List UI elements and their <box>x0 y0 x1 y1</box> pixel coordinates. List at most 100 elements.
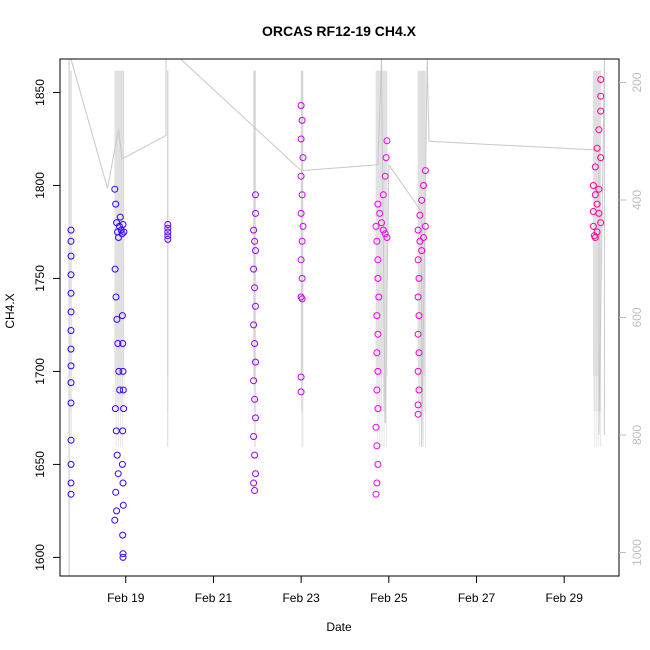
data-point <box>373 237 381 245</box>
data-point <box>67 289 75 297</box>
data-point <box>414 293 422 301</box>
right-tick-label: 800 <box>630 425 644 445</box>
data-point <box>67 345 75 353</box>
data-point <box>119 479 127 487</box>
data-point <box>119 531 127 539</box>
data-point <box>383 234 391 241</box>
data-point <box>418 247 426 255</box>
data-point <box>297 102 305 109</box>
data-point <box>597 107 605 115</box>
data-point <box>414 367 422 375</box>
data-point <box>593 144 601 152</box>
data-point <box>67 237 75 245</box>
data-point <box>378 219 385 227</box>
data-point <box>251 237 259 245</box>
data-point <box>415 274 423 282</box>
data-point <box>298 274 306 282</box>
data-point <box>67 226 75 234</box>
data-point <box>381 230 389 238</box>
data-point <box>111 265 119 273</box>
data-point <box>114 470 122 478</box>
x-tick-label: Feb 21 <box>195 591 233 605</box>
plot-frame <box>59 58 620 577</box>
data-point <box>250 265 258 273</box>
data-point <box>67 362 75 370</box>
data-point <box>420 234 427 241</box>
plot-area <box>67 59 605 576</box>
y-tick-label: 1800 <box>33 172 47 199</box>
data-point <box>250 433 258 440</box>
data-point <box>374 256 382 264</box>
x-tick-label: Feb 25 <box>370 591 408 605</box>
data-point <box>119 221 127 228</box>
data-point <box>116 386 124 394</box>
data-point <box>67 490 75 498</box>
data-point <box>297 388 305 396</box>
data-point <box>119 340 127 347</box>
x-tick-label: Feb 29 <box>546 591 584 605</box>
data-point <box>373 312 381 320</box>
data-point <box>374 405 382 413</box>
data-point <box>252 358 259 366</box>
data-point <box>252 247 259 255</box>
series-RF15 <box>250 191 259 494</box>
data-point <box>252 414 259 422</box>
data-point <box>414 401 422 409</box>
right-tick-label: 1000 <box>630 539 644 566</box>
data-point <box>297 256 305 264</box>
data-point <box>112 200 120 208</box>
right-tick-label: 200 <box>630 72 644 92</box>
series-RF18 <box>414 167 429 418</box>
data-point <box>298 237 306 245</box>
data-point <box>115 222 123 230</box>
data-point <box>120 228 128 236</box>
data-point <box>590 232 598 240</box>
data-point <box>414 330 422 338</box>
data-point <box>374 367 382 375</box>
data-point <box>372 490 380 498</box>
data-point <box>591 163 599 171</box>
data-point <box>414 256 422 264</box>
data-point <box>298 295 306 303</box>
series-RF17 <box>372 137 391 498</box>
data-point <box>373 442 381 450</box>
data-point <box>595 185 603 193</box>
altitude-line <box>68 59 605 576</box>
data-point <box>111 516 119 524</box>
data-point <box>115 234 122 241</box>
data-point <box>119 553 127 561</box>
axes: Feb 19 Feb 21 Feb 23 Feb 25 Feb 27 Feb 29 1600… <box>33 58 644 605</box>
series-RF13 <box>111 185 128 561</box>
data-point <box>251 340 259 347</box>
data-point <box>597 76 605 83</box>
data-point <box>374 460 382 468</box>
data-point <box>252 302 259 310</box>
data-point <box>67 436 75 444</box>
data-point <box>250 321 258 329</box>
data-point <box>379 191 387 199</box>
data-point <box>420 182 427 189</box>
data-point <box>373 349 381 357</box>
data-point <box>595 126 603 134</box>
data-point <box>415 386 423 394</box>
right-tick-label: 600 <box>630 307 644 327</box>
data-point <box>113 507 121 515</box>
data-point <box>597 92 605 100</box>
data-point <box>113 451 121 459</box>
data-point <box>597 219 605 227</box>
y-tick-label: 1650 <box>33 451 47 478</box>
y-tick-label: 1700 <box>33 358 47 385</box>
data-point <box>414 226 422 234</box>
data-point <box>297 209 305 217</box>
data-point <box>379 226 387 234</box>
data-point <box>373 386 381 394</box>
chart-title: ORCAS RF12-19 CH4.X <box>262 23 417 39</box>
series-RF12 <box>67 226 75 498</box>
data-point <box>119 427 127 435</box>
x-tick-label: Feb 27 <box>458 591 496 605</box>
data-point <box>589 182 597 189</box>
data-point <box>421 167 429 175</box>
data-point <box>376 209 384 217</box>
data-point <box>112 293 120 301</box>
data-point <box>589 208 597 215</box>
